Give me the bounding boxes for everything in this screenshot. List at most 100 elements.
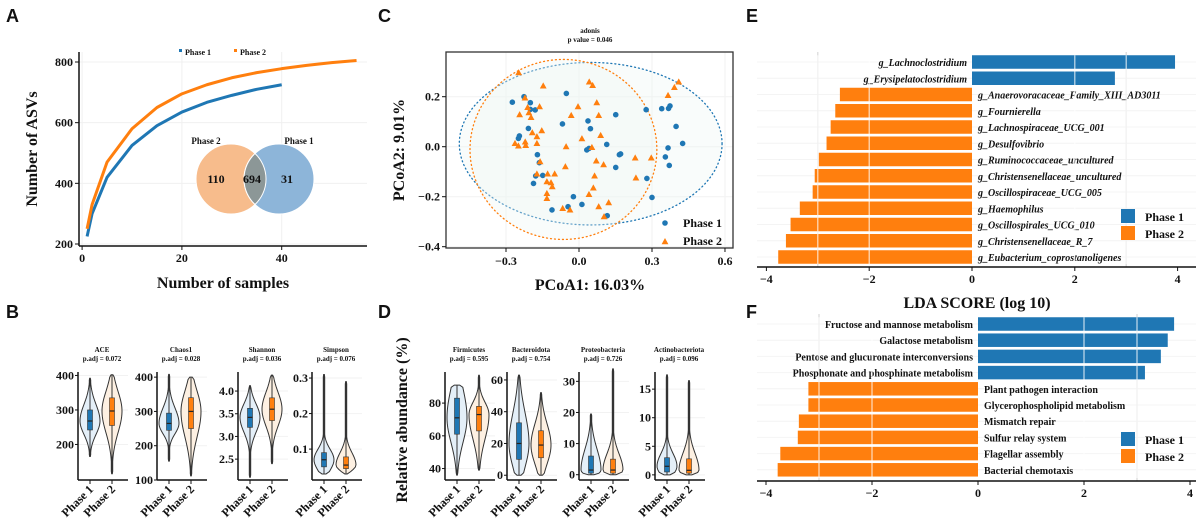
data-point-phase-2 [562,143,570,150]
data-point-phase-1 [603,141,610,148]
data-point-phase-1 [549,207,555,213]
y-tick-label: 10 [639,411,651,425]
y-tick-label: 400 [55,176,73,190]
legend-marker [234,49,237,52]
bar-label: Plant pathogen interaction [984,385,1098,396]
x-axis-label: PCoA1: 16.03% [535,277,645,294]
data-point-phase-2 [561,163,569,170]
box-phase-1 [516,422,522,460]
data-point-phase-2 [675,78,683,85]
lda-chart-e: g_Lachnoclostridium g_Erysipelatoclostrid… [757,52,1196,312]
x-tick-label: −2 [863,272,876,286]
y-tick-label: 200 [55,237,73,251]
bar-label: g_Fournierella [977,107,1041,118]
data-point-phase-1 [665,145,671,151]
data-point-phase-2 [551,170,559,177]
data-point-phase-2 [664,91,672,99]
panel-label-e: E [746,6,758,26]
bar-label: Phosphonate and phosphinate metabolism [793,369,974,380]
venn-label: Phase 2 [191,136,221,146]
legend-label: Phase 1 [1145,210,1184,224]
data-point-phase-2 [547,179,555,186]
y-tick-label: 60 [429,429,441,443]
y-tick-label: 400 [56,368,74,382]
x-tick-label: −2 [866,486,879,500]
data-point-phase-2 [595,111,603,119]
bar-label: Sulfur relay system [984,433,1067,444]
data-point-phase-2 [543,189,551,197]
subplot-subtitle: p.adj = 0.072 [83,355,122,363]
y-tick-label: −0.4 [418,240,440,254]
data-point-phase-2 [591,172,598,179]
lda-bar [790,217,972,232]
bar-label: g_Erysipelatoclostridium [863,74,968,85]
y-tick-label: 100 [135,473,153,487]
legend-label: Phase 2 [683,234,722,248]
data-point-phase-1 [585,118,591,124]
legend-label: Phase 2 [240,48,266,57]
data-point-phase-1 [616,151,623,158]
data-point-phase-2 [566,206,574,213]
lda-bar [778,250,972,264]
bar-label: Bacterial chemotaxis [984,466,1073,477]
x-axis-label: Number of samples [157,275,289,292]
data-point-phase-1 [579,201,585,208]
x-axis-label: LDA SCORE (log 10) [903,295,1050,312]
y-tick-label: 300 [56,403,74,417]
box-phase-2 [538,430,544,459]
y-tick-label: 3.0 [219,429,234,443]
subplot-title: Bacteroidota [512,346,551,354]
bar-label: g_Lachnospiraceae_UCG_001 [977,123,1105,134]
lda-bar [808,382,978,396]
y-tick-label: 0 [569,468,575,482]
data-point-phase-1 [530,180,537,187]
box-phase-2 [476,406,482,432]
x-tick-label: 0 [975,486,981,500]
data-point-phase-1 [643,106,649,113]
y-tick-label: 40 [429,462,441,476]
y-tick-label: 40 [491,405,503,419]
legend-marker-phase-2 [661,238,669,245]
y-tick-label: 80 [429,396,441,410]
x-tick-label: 0.0 [572,254,587,268]
bar-label: Fructose and mannose metabolism [825,320,974,331]
data-point-phase-1 [539,172,546,179]
subplot-subtitle: p.adj = 0.028 [162,355,201,363]
bar-label: g_Desulfovibrio [977,139,1044,150]
data-point-phase-2 [559,204,567,212]
data-point-phase-1 [559,121,566,127]
bar-label: g_Oscillospirales_UCG_010 [977,221,1095,232]
x-tick-label: 2 [1072,272,1078,286]
subplot-title: Actinobacteriota [654,346,705,354]
data-point-phase-2 [536,158,544,165]
panel-label-a: A [6,6,19,26]
data-point-phase-1 [667,103,673,109]
legend-swatch-phase-2 [1121,449,1135,463]
box-phase-1 [588,455,594,474]
x-tick-label: 0.6 [717,254,732,268]
data-point-phase-1 [515,135,522,142]
bar-label: Pentose and glucuronate interconversions [795,352,973,363]
subplot-subtitle: p.adj = 0.096 [660,355,699,363]
y-axis-label: Relative abundance (%) [394,337,411,502]
data-point-phase-2 [593,99,601,106]
data-point-phase-2 [567,111,575,119]
y-tick-label: 3.5 [219,407,234,421]
y-tick-label: 0.3 [293,371,308,385]
chart-title: adonis [580,27,600,35]
lda-bar [818,152,972,167]
data-point-phase-1 [509,99,516,105]
subplot-subtitle: p.adj = 0.726 [584,355,623,363]
panel-label-d: D [378,302,391,322]
y-tick-label: 200 [56,437,74,451]
data-point-phase-1 [649,194,655,201]
data-point-phase-2 [548,183,556,190]
data-point-phase-2 [511,139,519,147]
data-point-phase-2 [589,184,597,191]
bar-label: g_Oscillospiraceae_UCG_005 [977,188,1102,199]
y-tick-label: 0.2 [425,90,440,104]
data-point-phase-1 [563,90,570,97]
y-tick-label: 200 [135,439,153,453]
